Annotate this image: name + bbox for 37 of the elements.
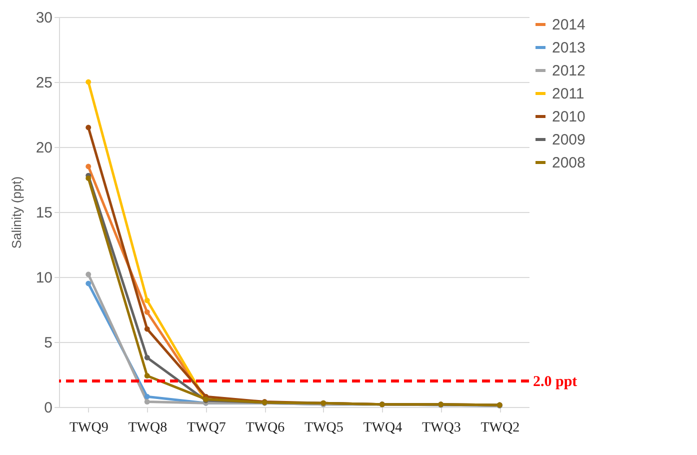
point: [86, 124, 92, 130]
legend-label: 2008: [552, 154, 586, 172]
y-tick-label: 0: [44, 400, 52, 416]
legend-label: 2009: [552, 132, 586, 148]
point: [144, 399, 150, 405]
x-tick-label: TWQ7: [186, 420, 226, 436]
x-tick-label: TWQ8: [128, 420, 168, 436]
point: [144, 309, 150, 315]
x-tick-label: TWQ2: [480, 420, 520, 436]
point: [144, 298, 150, 304]
x-tick-label: TWQ5: [304, 420, 344, 436]
point: [86, 79, 92, 85]
point: [86, 164, 92, 170]
y-tick-label: 25: [36, 74, 52, 92]
legend-label: 2010: [552, 108, 586, 126]
y-tick-label: 30: [36, 10, 52, 26]
x-tick-label: TWQ9: [69, 420, 108, 436]
y-tick-label: 5: [44, 334, 52, 352]
ref-line-label: 2.0 ppt: [533, 374, 578, 390]
legend-label: 2012: [552, 62, 586, 80]
y-axis-title: Salinity (ppt): [8, 176, 24, 249]
y-tick-label: 20: [36, 140, 52, 156]
legend-label: 2011: [552, 86, 584, 102]
x-tick-label: TWQ6: [246, 420, 285, 436]
point: [144, 354, 150, 360]
y-tick-label: 15: [36, 204, 52, 222]
point: [144, 373, 150, 379]
y-tick-label: 10: [36, 270, 52, 286]
point: [144, 394, 150, 400]
x-tick-label: TWQ3: [422, 420, 461, 436]
x-tick-label: TWQ4: [363, 420, 402, 436]
legend-label: 2013: [552, 40, 586, 56]
legend-label: 2014: [552, 16, 586, 34]
point: [86, 175, 92, 181]
point: [144, 326, 150, 332]
point: [86, 272, 92, 278]
point: [86, 280, 92, 286]
